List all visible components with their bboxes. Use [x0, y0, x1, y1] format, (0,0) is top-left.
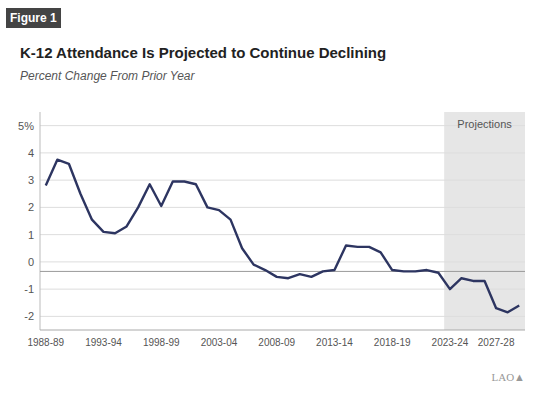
y-tick-label: 1: [28, 229, 34, 241]
y-axis-line: [40, 112, 41, 330]
figure-label: Figure 1: [10, 11, 57, 25]
grid-line: [40, 316, 525, 317]
x-axis-line: [40, 330, 525, 331]
grid-line: [40, 234, 525, 235]
x-tick-label: 1998-99: [143, 337, 180, 348]
figure-label-box: [6, 8, 61, 28]
grid-line: [40, 152, 525, 153]
x-tick-label: 2018-19: [374, 337, 411, 348]
grid-line: [40, 261, 525, 262]
projection-label: Projections: [457, 118, 512, 130]
projection-region: [444, 112, 525, 330]
x-tick-label: 2013-14: [316, 337, 353, 348]
logo: LAO▲: [492, 371, 526, 383]
grid-line: [40, 125, 525, 126]
plot-area: [40, 160, 525, 313]
grid-line: [40, 207, 525, 208]
x-tick-label: 2027-28: [478, 337, 515, 348]
grid-line: [40, 289, 525, 290]
y-tick-label: 2: [28, 201, 34, 213]
reference-line: [40, 271, 525, 272]
y-tick-label: 3: [28, 174, 34, 186]
x-tick-label: 2003-04: [201, 337, 238, 348]
chart: Figure 1 K-12 Attendance Is Projected to …: [0, 0, 540, 393]
grid-line: [40, 180, 525, 181]
x-tick-label: 2008-09: [258, 337, 295, 348]
title: K-12 Attendance Is Projected to Continue…: [20, 44, 386, 61]
data-line: [46, 160, 519, 313]
y-tick-label: -2: [24, 310, 34, 322]
subtitle: Percent Change From Prior Year: [20, 69, 196, 83]
y-tick-label: 4: [28, 147, 34, 159]
y-tick-label: -1: [24, 283, 34, 295]
x-tick-label: 1993-94: [85, 337, 122, 348]
y-tick-label: 5%: [18, 120, 34, 132]
y-tick-label: 0: [28, 256, 34, 268]
x-tick-label: 2023-24: [432, 337, 469, 348]
x-tick-label: 1988-89: [27, 337, 64, 348]
